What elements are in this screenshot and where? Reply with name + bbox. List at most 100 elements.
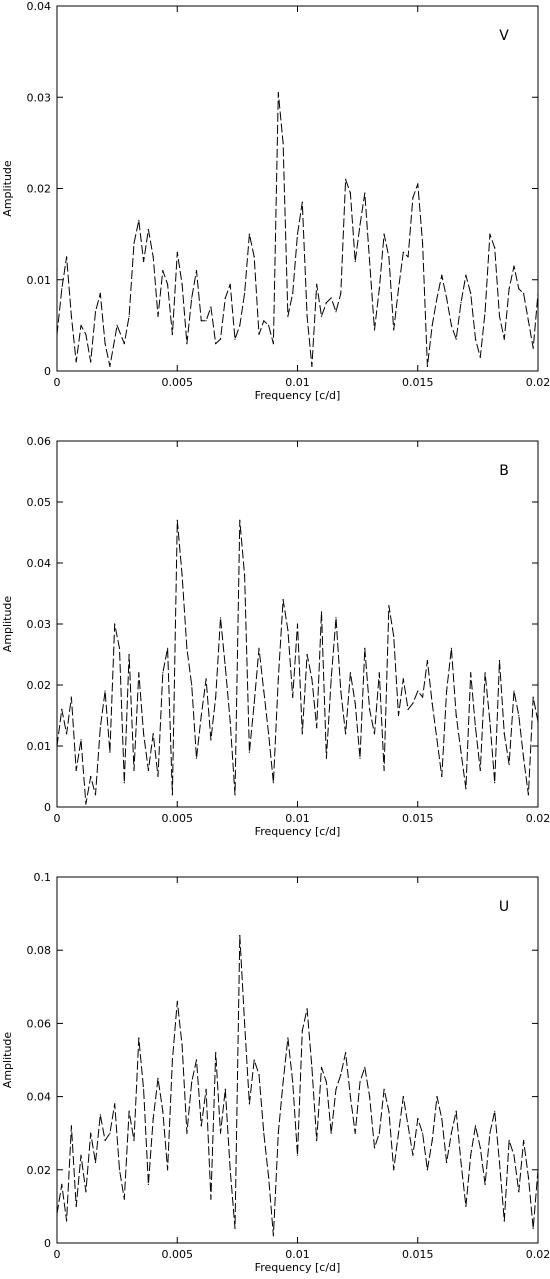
data-point [306,653,308,656]
data-point [450,647,452,650]
data-point [402,1096,404,1098]
data-point [431,1139,433,1142]
data-point [263,690,265,692]
data-point [320,1066,323,1068]
data-point [330,678,332,680]
data-point [123,343,125,345]
data-point [316,1139,318,1142]
data-point [489,1132,491,1134]
data-point [402,678,404,680]
data-point [277,92,279,94]
data-point [335,311,337,313]
data-point [388,605,390,607]
data-point [128,653,130,656]
data-point [263,1132,265,1134]
data-point [460,302,462,304]
data-point [537,292,539,294]
data-point [446,690,448,692]
data-point [301,733,303,735]
data-point [147,769,149,772]
y-tick-label: 0 [44,365,51,378]
data-point [138,1037,140,1039]
y-tick-label: 0.08 [27,944,52,957]
data-point [147,1183,149,1185]
data-point [345,1052,347,1054]
data-point [94,794,97,796]
data-point [364,192,366,194]
data-point [114,1103,116,1105]
data-point [470,672,472,674]
data-point [296,1154,299,1156]
data-point [383,1088,385,1090]
data-point [436,739,438,741]
x-tick-label: 0.02 [526,1248,550,1261]
data-point [167,283,169,285]
y-axis-label: Amplitude [1,160,14,217]
data-point [162,270,164,272]
data-point [523,757,525,759]
data-point [94,1161,97,1164]
data-point [80,324,82,326]
data-point [354,260,356,263]
series-line-0 [56,92,539,367]
y-tick-label: 0.06 [27,435,52,448]
data-point [99,727,101,729]
x-tick-label: 0.005 [162,812,194,825]
data-point [195,270,198,272]
data-point [316,727,318,729]
data-point [489,721,491,723]
data-point [80,1154,82,1156]
data-point [94,311,97,313]
data-point [210,739,212,741]
x-axis-label: Frequency [c/d] [255,1261,341,1274]
data-point [143,733,145,735]
x-tick-label: 0.015 [402,376,434,389]
data-point [407,256,409,258]
data-point [171,333,173,336]
data-point [316,283,318,285]
data-point [455,1110,457,1112]
data-point [258,333,260,336]
data-point [393,329,395,331]
data-point [330,297,332,299]
data-point [484,1183,486,1185]
data-point [465,1205,467,1207]
data-point [157,775,159,778]
y-tick-label: 0.1 [34,871,52,884]
data-point [340,690,342,692]
data-point [253,702,255,704]
data-point [200,320,202,322]
data-point [147,229,149,231]
data-point [455,714,457,717]
x-tick-label: 0.02 [526,812,550,825]
data-point [70,696,72,698]
x-tick-label: 0 [54,812,61,825]
data-point [210,306,212,308]
data-point [181,574,183,576]
data-point [133,242,135,244]
data-point [292,696,294,698]
data-point [460,1161,462,1164]
data-point [479,356,481,358]
data-point [138,219,140,221]
data-point [186,343,188,345]
data-point [167,1169,169,1171]
data-point [508,763,510,765]
data-point [508,1139,510,1142]
data-point [325,757,327,759]
data-point [75,769,77,772]
data-point [470,1154,472,1156]
data-point [441,1118,443,1120]
data-point [123,782,125,784]
data-point [513,690,515,692]
data-point [422,696,424,698]
data-point [282,1081,284,1083]
data-point [494,782,496,784]
data-point [532,1227,534,1229]
data-point [248,1103,250,1105]
data-point [239,324,241,326]
data-point [450,1132,452,1134]
data-point [143,260,145,263]
data-point [186,1132,188,1134]
data-point [181,1044,183,1046]
